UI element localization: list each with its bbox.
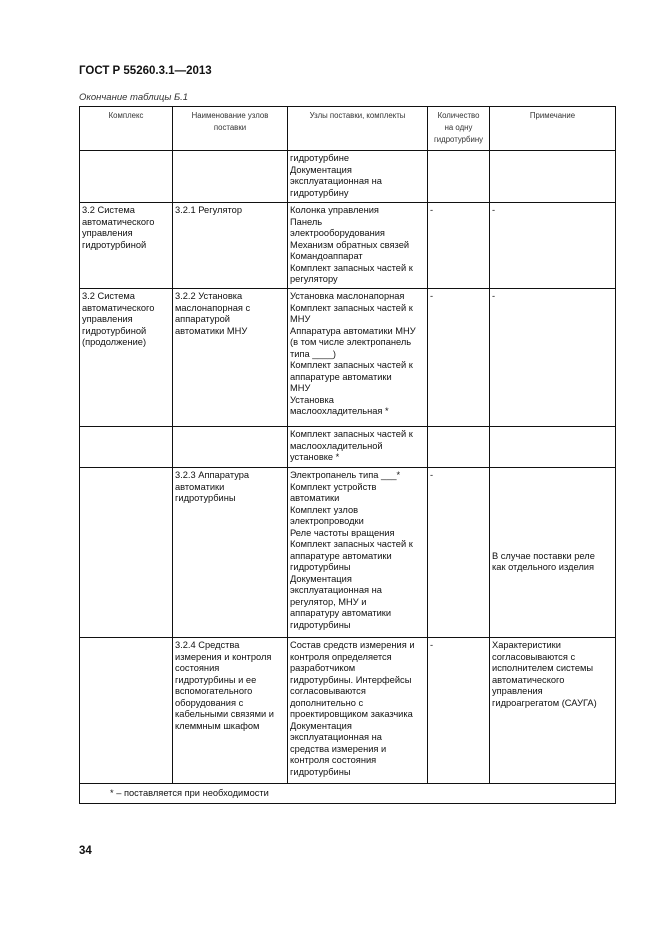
- supply-table: Комплекс Наименование узлов поставки Узл…: [79, 106, 616, 804]
- footnote: * – поставляется при необходимости: [79, 783, 616, 804]
- table-row: Комплект запасных частей к маслоохладите…: [79, 426, 616, 468]
- table-row: 3.2 Система автоматического управления г…: [79, 202, 616, 289]
- table-cell: [172, 426, 288, 468]
- table-header-row: Комплекс Наименование узлов поставки Узл…: [79, 106, 616, 151]
- table-cell: Установка маслонапорная Комплект запасны…: [287, 288, 428, 427]
- table-cell: 3.2.2 Установка маслонапорная с аппарату…: [172, 288, 288, 427]
- column-header: Наименование узлов поставки: [172, 106, 288, 151]
- table-cell: Электропанель типа ___* Комплект устройс…: [287, 467, 428, 638]
- table-cell: -: [489, 202, 616, 289]
- table-cell: 3.2.4 Средства измерения и контроля сост…: [172, 637, 288, 784]
- footnote-row: * – поставляется при необходимости: [79, 783, 616, 804]
- table-cell: В случае поставки реле как отдельного из…: [489, 467, 616, 638]
- column-header: Узлы поставки, комплекты: [287, 106, 428, 151]
- table-row: гидротурбине Документация эксплуатационн…: [79, 150, 616, 203]
- column-header: Примечание: [489, 106, 616, 151]
- table-row: 3.2 Система автоматического управления г…: [79, 288, 616, 427]
- table-cell: [427, 150, 490, 203]
- table-cell: [427, 426, 490, 468]
- table-cell: [79, 150, 173, 203]
- document-code: ГОСТ Р 55260.3.1—2013: [79, 65, 212, 77]
- table-cell: гидротурбине Документация эксплуатационн…: [287, 150, 428, 203]
- table-row: 3.2.4 Средства измерения и контроля сост…: [79, 637, 616, 784]
- table-caption: Окончание таблицы Б.1: [79, 92, 189, 103]
- table-cell: Колонка управления Панель электрооборудо…: [287, 202, 428, 289]
- page-number: 34: [79, 845, 92, 857]
- table-cell: [79, 426, 173, 468]
- column-header: Количество на одну гидротурбину: [427, 106, 490, 151]
- table-cell: Характеристики согласовываются с исполни…: [489, 637, 616, 784]
- table-cell: -: [427, 637, 490, 784]
- table-cell: 3.2 Система автоматического управления г…: [79, 288, 173, 427]
- table-cell: -: [427, 467, 490, 638]
- column-header: Комплекс: [79, 106, 173, 151]
- table-cell: 3.2.3 Аппаратура автоматики гидротурбины: [172, 467, 288, 638]
- table-cell: 3.2.1 Регулятор: [172, 202, 288, 289]
- table-cell: Комплект запасных частей к маслоохладите…: [287, 426, 428, 468]
- table-cell: [79, 637, 173, 784]
- table-cell: -: [427, 202, 490, 289]
- table-cell: [489, 150, 616, 203]
- table-cell: -: [489, 288, 616, 427]
- table-cell: 3.2 Система автоматического управления г…: [79, 202, 173, 289]
- table-cell: [79, 467, 173, 638]
- table-row: 3.2.3 Аппаратура автоматики гидротурбины…: [79, 467, 616, 638]
- table-cell: Состав средств измерения и контроля опре…: [287, 637, 428, 784]
- table-cell: [489, 426, 616, 468]
- table-cell: -: [427, 288, 490, 427]
- table-cell: [172, 150, 288, 203]
